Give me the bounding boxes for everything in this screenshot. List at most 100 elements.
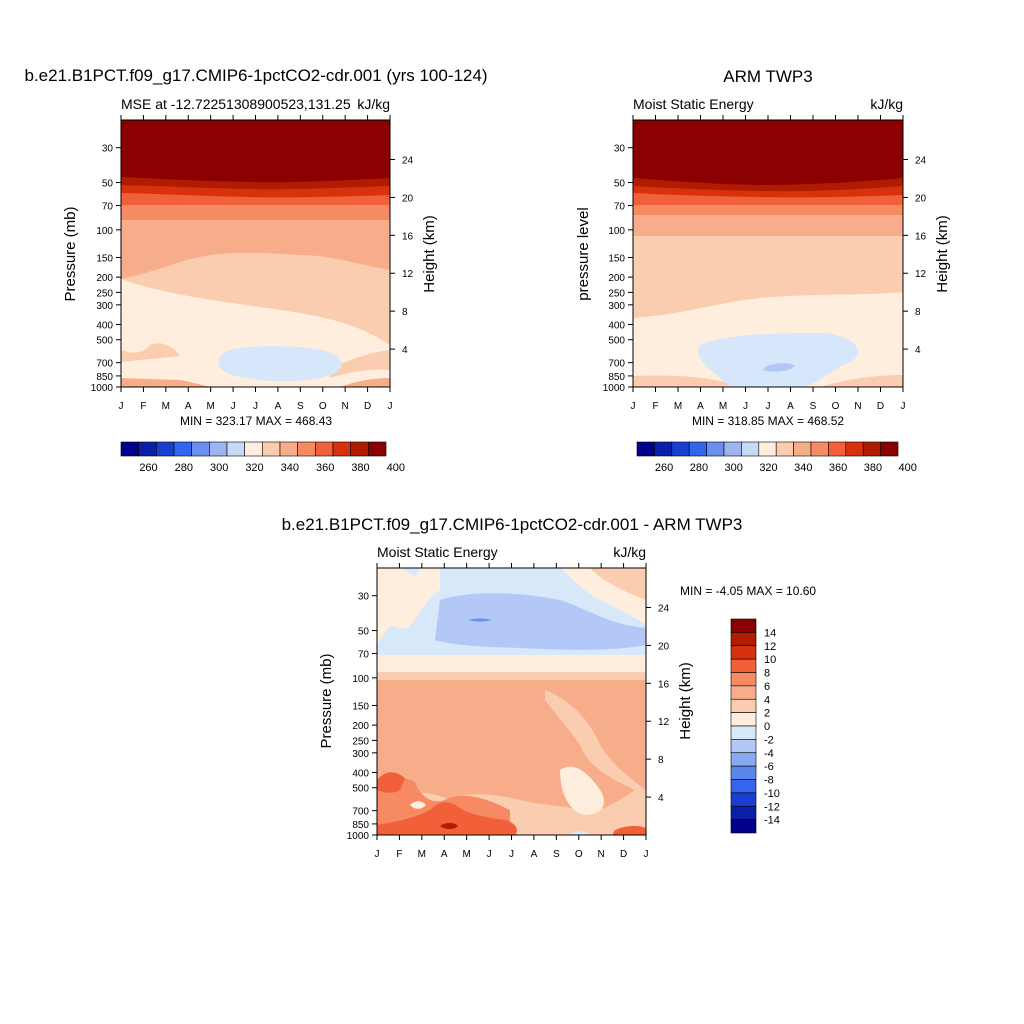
panel-model-subtitle-left: MSE at -12.72251308900523,131.25 xyxy=(121,96,351,112)
y-tick-label: 30 xyxy=(102,144,114,155)
colorbar-swatch xyxy=(862,441,881,457)
colorbar-label: 380 xyxy=(864,462,882,474)
x-tick-label: J xyxy=(509,849,514,860)
colorbar-swatch xyxy=(793,441,812,457)
panel-obs-subtitle-left: Moist Static Energy xyxy=(633,96,754,112)
y-right-tick-label: 16 xyxy=(915,231,927,242)
x-tick-label: A xyxy=(531,849,538,860)
y-right-tick-label: 12 xyxy=(402,269,414,280)
y-tick-label: 150 xyxy=(608,254,625,265)
colorbar-label: 4 xyxy=(764,694,770,706)
panel-model-stats: MIN = 323.17 MAX = 468.43 xyxy=(180,414,332,428)
panel-obs-contours xyxy=(633,120,903,387)
colorbar-swatch xyxy=(226,441,245,457)
x-tick-label: J xyxy=(901,401,906,412)
x-tick-label: M xyxy=(418,849,426,860)
colorbar-swatch xyxy=(730,672,757,687)
colorbar-swatch xyxy=(758,441,777,457)
y-tick-label: 300 xyxy=(352,749,369,760)
colorbar-label: 360 xyxy=(829,462,847,474)
y-tick-label: 150 xyxy=(352,702,369,713)
y-tick-label: 200 xyxy=(352,721,369,732)
y-tick-label: 250 xyxy=(608,288,625,299)
y-tick-label: 50 xyxy=(358,627,370,638)
panel-diff: b.e21.B1PCT.f09_g17.CMIP6-1pctCO2-cdr.00… xyxy=(282,515,817,860)
y-tick-label: 70 xyxy=(358,650,370,661)
colorbar-swatch xyxy=(775,441,794,457)
colorbar-swatch xyxy=(368,441,387,457)
colorbar-label: 320 xyxy=(245,462,263,474)
colorbar-swatch xyxy=(730,698,757,713)
colorbar-swatch xyxy=(315,441,334,457)
colorbar-label: 2 xyxy=(764,708,770,720)
y-tick-label: 500 xyxy=(608,336,625,347)
x-tick-label: D xyxy=(620,849,627,860)
y-tick-label: 1000 xyxy=(347,831,370,842)
colorbar-label: 10 xyxy=(764,654,776,666)
x-tick-label: O xyxy=(832,401,840,412)
colorbar-label: 0 xyxy=(764,721,770,733)
panel-model-ylabel-right: Height (km) xyxy=(421,215,438,293)
colorbar-label: -10 xyxy=(764,788,780,800)
x-tick-label: A xyxy=(185,401,192,412)
y-tick-label: 700 xyxy=(96,359,113,370)
panel-model: b.e21.B1PCT.f09_g17.CMIP6-1pctCO2-cdr.00… xyxy=(24,66,487,474)
colorbar-label: 360 xyxy=(316,462,334,474)
panel-model-subtitle-right: kJ/kg xyxy=(357,96,390,112)
colorbar-label: 260 xyxy=(655,462,673,474)
y-tick-label: 100 xyxy=(608,226,625,237)
colorbar-swatch xyxy=(332,441,351,457)
y-tick-label: 100 xyxy=(352,674,369,685)
panel-model-title: b.e21.B1PCT.f09_g17.CMIP6-1pctCO2-cdr.00… xyxy=(24,66,487,85)
colorbar-swatch xyxy=(654,441,673,457)
colorbar-swatch xyxy=(810,441,829,457)
colorbar-swatch xyxy=(350,441,369,457)
panel-obs-ylabel-right: Height (km) xyxy=(934,215,951,293)
x-tick-label: A xyxy=(275,401,282,412)
colorbar-label: 300 xyxy=(210,462,228,474)
colorbar-swatch xyxy=(723,441,742,457)
colorbar-label: 340 xyxy=(281,462,299,474)
colorbar-label: -8 xyxy=(764,775,774,787)
x-tick-label: D xyxy=(364,401,371,412)
colorbar-swatch xyxy=(730,739,757,754)
colorbar-label: 14 xyxy=(764,627,776,639)
colorbar-swatch xyxy=(244,441,263,457)
colorbar-label: 300 xyxy=(725,462,743,474)
colorbar-swatch xyxy=(730,765,757,780)
x-tick-label: J xyxy=(375,849,380,860)
y-tick-label: 200 xyxy=(608,273,625,284)
panel-obs-stats: MIN = 318.85 MAX = 468.52 xyxy=(692,414,844,428)
y-tick-label: 70 xyxy=(614,202,626,213)
x-tick-label: J xyxy=(644,849,649,860)
colorbar-swatch xyxy=(138,441,157,457)
y-tick-label: 700 xyxy=(352,807,369,818)
panel-diff-stats: MIN = -4.05 MAX = 10.60 xyxy=(680,584,816,598)
colorbar-swatch xyxy=(730,645,757,660)
y-tick-label: 500 xyxy=(96,336,113,347)
colorbar-label: 320 xyxy=(759,462,777,474)
y-tick-label: 400 xyxy=(352,768,369,779)
x-tick-label: J xyxy=(253,401,258,412)
colorbar-swatch xyxy=(730,819,757,834)
colorbar-label: 12 xyxy=(764,641,776,653)
y-tick-label: 250 xyxy=(96,288,113,299)
x-tick-label: J xyxy=(119,401,124,412)
panel-diff-ylabel: Pressure (mb) xyxy=(318,653,335,748)
x-tick-label: F xyxy=(652,401,658,412)
colorbar-swatch xyxy=(730,658,757,673)
colorbar-swatch xyxy=(730,632,757,647)
x-tick-label: J xyxy=(743,401,748,412)
y-tick-label: 700 xyxy=(608,359,625,370)
colorbar-swatch xyxy=(730,618,757,633)
y-right-tick-label: 24 xyxy=(658,603,670,614)
colorbar-label: 380 xyxy=(351,462,369,474)
colorbar-swatch xyxy=(706,441,725,457)
colorbar-swatch xyxy=(880,441,899,457)
x-tick-label: O xyxy=(319,401,327,412)
y-tick-label: 100 xyxy=(96,226,113,237)
colorbar-swatch xyxy=(730,752,757,767)
y-tick-label: 300 xyxy=(96,301,113,312)
